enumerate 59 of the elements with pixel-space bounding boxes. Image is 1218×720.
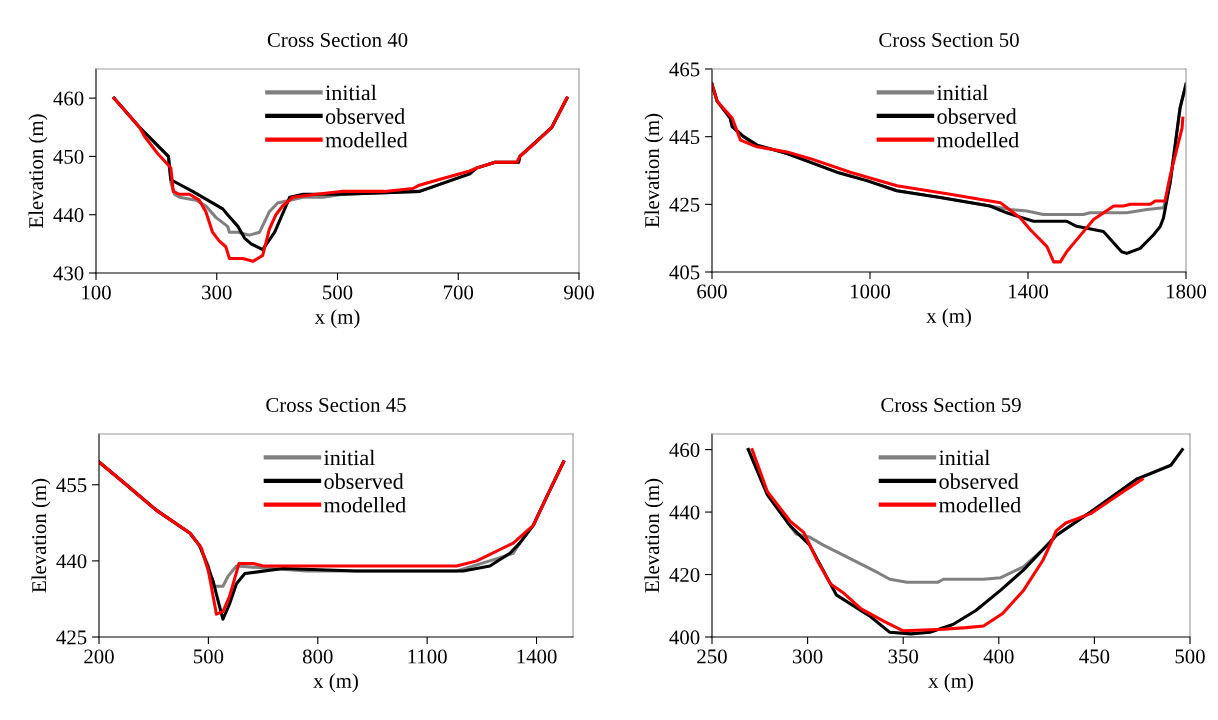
y-tick-label: 440 [53,208,84,223]
x-tick-label: 1100 [408,649,447,664]
x-tick-label: 300 [792,649,823,664]
legend-label: initial [324,449,375,466]
x-axis-title: x (m) [928,673,973,693]
y-axis-title: Elevation (m) [644,113,664,228]
x-tick-label: 1400 [1009,284,1049,299]
y-tick-label: 405 [669,265,700,280]
y-axis-title: Elevation (m) [644,478,664,593]
x-tick-label: 500 [193,649,224,664]
x-tick-label: 900 [564,285,594,300]
chart-title: Cross Section 50 [879,32,1019,47]
x-tick-label: 450 [1079,649,1110,664]
y-tick-label: 440 [669,505,700,520]
chart-title: Cross Section 40 [267,32,408,47]
x-tick-label: 500 [1175,649,1205,664]
x-tick-label: 350 [888,649,919,664]
legend-label: modelled [937,131,1019,148]
legend-label: initial [325,84,377,101]
x-tick-label: 200 [84,649,114,664]
legend-label: observed [937,108,1017,124]
x-tick-label: 1000 [851,284,891,299]
x-tick-label: 800 [302,649,333,664]
y-tick-label: 425 [56,630,87,645]
x-tick-label: 300 [202,285,232,300]
y-tick-label: 445 [669,130,700,145]
y-tick-label: 425 [669,197,700,212]
x-tick-label: 250 [697,649,727,664]
x-tick-label: 400 [983,649,1014,664]
x-axis-title: x (m) [314,309,360,329]
y-tick-label: 460 [53,91,84,106]
y-tick-label: 420 [669,567,700,582]
legend-label: modelled [939,496,1021,513]
x-tick-label: 600 [697,284,727,299]
x-tick-label: 500 [323,285,353,300]
legend-label: initial [939,449,990,466]
legend-label: modelled [325,131,408,148]
y-tick-label: 400 [669,630,700,645]
legend-label: observed [939,473,1019,489]
y-axis-title: Elevation (m) [28,114,48,228]
x-axis-title: x (m) [926,308,971,328]
y-tick-label: 440 [56,554,87,569]
y-tick-label: 460 [669,442,700,458]
x-tick-label: 1800 [1167,284,1207,299]
y-tick-label: 430 [53,266,84,281]
y-tick-label: 450 [53,149,84,164]
y-axis-title: Elevation (m) [31,478,51,593]
x-axis-title: x (m) [313,673,358,693]
legend-label: initial [937,84,988,101]
legend-label: modelled [324,496,406,513]
chart-title: Cross Section 45 [266,397,406,412]
y-tick-label: 465 [669,62,700,77]
legend-label: observed [324,473,404,489]
legend-label: observed [325,108,405,124]
x-tick-label: 1400 [517,649,557,664]
x-tick-label: 100 [82,285,111,300]
y-tick-label: 455 [56,478,87,493]
chart-title: Cross Section 59 [881,397,1021,412]
x-tick-label: 700 [444,285,474,300]
